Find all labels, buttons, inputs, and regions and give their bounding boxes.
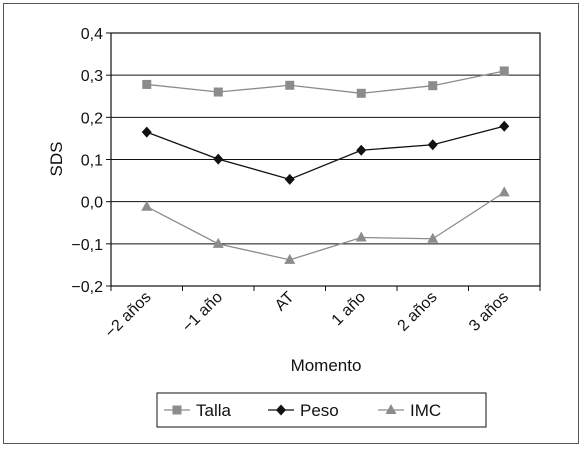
data-point-peso (499, 120, 510, 132)
legend-label-peso: Peso (300, 401, 339, 420)
series-group (141, 66, 510, 264)
data-point-imc (284, 253, 296, 264)
data-point-talla (428, 81, 438, 91)
y-tick-label: 0,0 (81, 195, 103, 212)
series-line-imc (146, 191, 505, 261)
legend: Talla Peso IMC (164, 401, 441, 420)
y-tick-label: 0,3 (81, 68, 103, 85)
x-axis-label: Momento (291, 356, 362, 375)
data-point-talla (356, 88, 366, 98)
y-tick-labels: 0,4 0,3 0,2 0,1 0,0 −0,1 −0,2 (71, 26, 111, 296)
x-tick-labels: −2 años −1 año AT 1 año 2 años 3 años (102, 286, 541, 342)
data-point-talla (213, 87, 223, 97)
grid-lines (111, 74, 540, 245)
x-tick-label: 3 años (466, 289, 512, 335)
y-tick-label: −0,1 (71, 237, 103, 254)
data-point-imc (498, 186, 510, 197)
legend-marker-talla (172, 405, 182, 415)
data-point-peso (284, 173, 295, 185)
x-tick-label: 1 año (329, 289, 369, 329)
legend-label-imc: IMC (410, 401, 441, 420)
legend-marker-peso (276, 404, 286, 416)
data-point-peso (427, 139, 438, 151)
chart-frame (3, 3, 579, 444)
data-point-talla (142, 79, 152, 89)
series-line-peso (146, 125, 505, 181)
data-point-peso (213, 153, 224, 165)
y-axis-label: SDS (47, 142, 66, 177)
y-tick-label: 0,2 (81, 110, 103, 127)
data-point-imc (355, 231, 367, 242)
y-tick-label: 0,1 (81, 153, 103, 170)
x-tick-label: −2 años (102, 289, 155, 342)
legend-label-talla: Talla (196, 401, 232, 420)
legend-marker-imc (385, 404, 397, 414)
y-tick-label: −0,2 (71, 279, 103, 296)
x-tick-label: −1 año (179, 289, 226, 336)
legend-box (156, 392, 487, 428)
data-point-peso (141, 126, 152, 138)
data-point-talla (499, 66, 509, 76)
data-point-talla (285, 80, 295, 90)
data-point-imc (427, 232, 439, 243)
data-point-imc (141, 200, 153, 211)
x-tick-label: AT (272, 289, 298, 315)
y-tick-label: 0,4 (81, 26, 103, 43)
data-point-peso (356, 144, 367, 156)
series-line-talla (146, 70, 505, 94)
data-point-imc (212, 237, 224, 248)
x-tick-label: 2 años (395, 289, 441, 335)
